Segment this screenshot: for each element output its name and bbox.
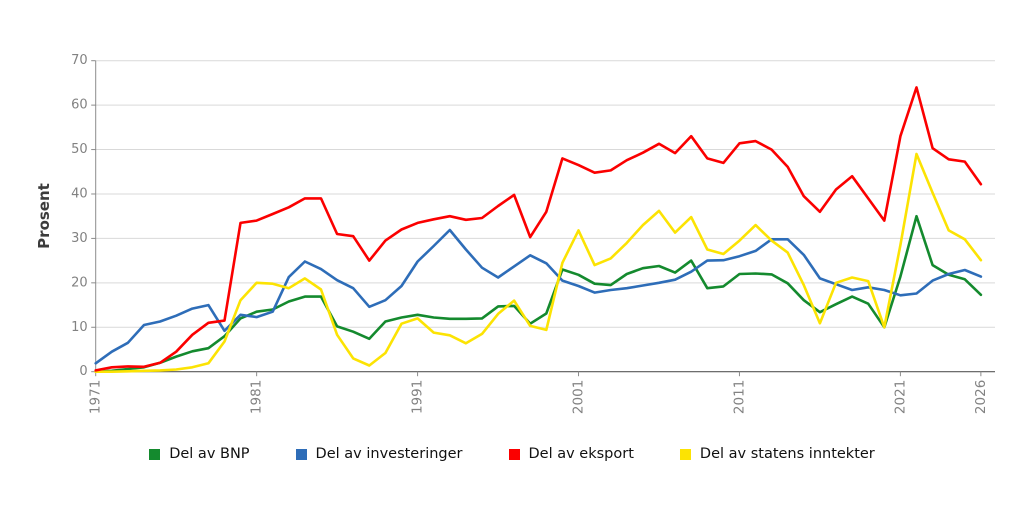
chart-legend: Del av BNP Del av investeringer Del av eks…	[0, 446, 1024, 462]
y-tick-label: 20	[71, 275, 88, 290]
legend-swatch-icon	[508, 448, 520, 460]
legend-item-0: Del av BNP	[149, 446, 250, 462]
legend-swatch-icon	[149, 448, 161, 460]
y-tick-label: 70	[71, 53, 88, 68]
y-tick-label: 60	[71, 98, 88, 113]
x-tick-label: 1971	[88, 380, 104, 414]
series-line-1	[94, 228, 983, 365]
series-line-0	[94, 214, 983, 374]
legend-swatch-icon	[295, 448, 307, 460]
x-tick-label: 2001	[571, 380, 587, 414]
x-tick-label: 2021	[892, 380, 908, 414]
legend-label: Del av eksport	[528, 446, 634, 462]
y-tick-label: 30	[71, 231, 88, 246]
y-tick-label: 50	[71, 142, 88, 157]
legend-swatch-icon	[679, 448, 691, 460]
x-tick-label: 2026	[973, 380, 989, 414]
y-axis-title: Prosent	[35, 183, 53, 249]
legend-item-1: Del av investeringer	[295, 446, 463, 462]
series-line-3	[94, 152, 983, 374]
legend-label: Del av investeringer	[315, 446, 463, 462]
x-tick-label: 1991	[410, 380, 426, 414]
chart-canvas: Prosent 0 10 20 30 40 50 60 70 1971 1981 1991 2001 2…	[35, 53, 995, 414]
plot-area: 0 10 20 30 40 50 60 70 1971 1981 1991 2001 2011 2021 2…	[71, 53, 995, 414]
legend-label: Del av BNP	[169, 446, 250, 462]
x-tick-label: 2011	[731, 380, 747, 414]
legend-label: Del av statens inntekter	[699, 446, 875, 462]
legend-item-3: Del av statens inntekter	[679, 446, 875, 462]
y-tick-label: 10	[71, 320, 88, 335]
series-line-2	[94, 86, 983, 372]
y-tick-label: 0	[79, 364, 87, 379]
y-tick-label: 40	[71, 186, 88, 201]
legend-item-2: Del av eksport	[508, 446, 634, 462]
x-tick-label: 1981	[249, 380, 265, 414]
